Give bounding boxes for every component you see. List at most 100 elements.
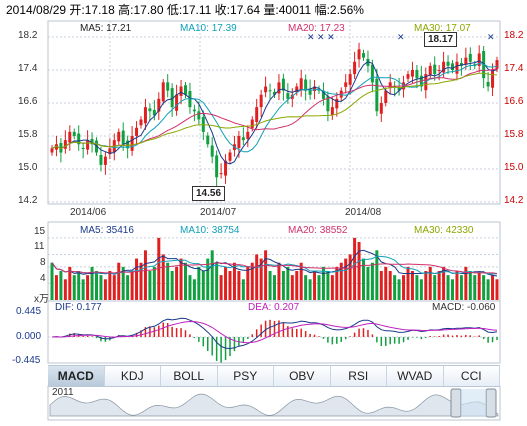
volume-bar (459, 275, 463, 300)
ma10-line (51, 62, 498, 153)
price-ytick-left: 18.2 (18, 30, 38, 41)
candle-body (228, 152, 232, 161)
vol-ytick: 8 (40, 257, 46, 268)
candle-body (224, 160, 228, 176)
vol-ma10-label: MA10: 38754 (180, 225, 240, 236)
tab-macd[interactable]: MACD (48, 366, 105, 386)
volume-bar (99, 275, 103, 300)
candle-body (166, 82, 170, 91)
volume-bar (428, 266, 432, 300)
candle-body (353, 61, 357, 75)
candle-body (308, 89, 312, 95)
candle-body (241, 137, 245, 141)
price-ytick-right: 18.2 (504, 30, 524, 41)
candle-body (99, 154, 103, 165)
volume-bar (228, 271, 232, 300)
volume-bar (161, 254, 165, 300)
candle-body (397, 87, 401, 91)
candle-body (277, 82, 281, 94)
volume-bar (103, 279, 107, 300)
candle-body (121, 130, 125, 145)
tab-psy[interactable]: PSY (218, 366, 274, 386)
volume-bar (410, 271, 414, 300)
volume-bar (353, 237, 357, 300)
tab-boll[interactable]: BOLL (161, 366, 218, 386)
volume-bar (264, 250, 268, 300)
candle-body (290, 94, 294, 99)
candle-body (152, 110, 156, 116)
volume-bar (379, 271, 383, 300)
candle-body (135, 127, 139, 136)
volume-bar (237, 271, 241, 300)
volume-bar (393, 275, 397, 300)
volume-bar (455, 271, 459, 300)
volume-bar (330, 275, 334, 300)
overview-year: 2011 (52, 387, 74, 398)
tab-cci[interactable]: CCI (444, 366, 500, 386)
price-ytick-left: 14.2 (18, 195, 38, 206)
volume-bar (206, 258, 210, 300)
candle-body (157, 98, 161, 112)
volume-bar (335, 266, 339, 300)
candle-body (451, 63, 454, 70)
volume-bar (259, 258, 263, 300)
volume-bar (197, 266, 201, 300)
price-ma30-label: MA30: 17.07 (414, 23, 471, 34)
volume-bar (491, 275, 495, 300)
close-label: 收: (214, 3, 231, 17)
candle-body (370, 64, 374, 83)
candle-body (437, 70, 441, 71)
change-value: 2.56% (329, 3, 364, 17)
volume-bar (486, 279, 490, 300)
candle-body (148, 108, 152, 112)
ma5-line (51, 60, 498, 165)
tab-wvad[interactable]: WVAD (387, 366, 444, 386)
volume-bar (366, 266, 370, 300)
macd-ytick: 0.445 (16, 306, 42, 317)
candle-body (68, 131, 72, 143)
tab-rsi[interactable]: RSI (331, 366, 387, 386)
candle-body (143, 107, 147, 124)
tab-obv[interactable]: OBV (274, 366, 331, 386)
volume-bar (135, 258, 139, 300)
high-label: 高: (118, 3, 134, 17)
volume-bar (406, 266, 410, 300)
candle-body (246, 131, 250, 139)
volume-bar (170, 271, 174, 300)
candle-body (286, 93, 290, 99)
volume-bar (299, 262, 303, 300)
ma30-line (51, 72, 498, 149)
volume-bar (108, 271, 112, 300)
candle-body (103, 156, 107, 165)
candle-body (455, 61, 459, 74)
overview-left-handle[interactable] (450, 388, 462, 418)
candle-body (77, 133, 81, 145)
candle-body (215, 155, 219, 178)
overview-sparkline (49, 393, 499, 417)
volume-bar (464, 266, 468, 300)
candle-body (375, 78, 379, 112)
overview-selection[interactable] (461, 389, 486, 417)
dif-label: DIF: 0.177 (55, 302, 102, 313)
volume-bar (255, 254, 259, 300)
volume-bar (175, 266, 179, 300)
candle-body (357, 49, 361, 60)
volume-bar (232, 262, 236, 300)
overview-right-handle[interactable] (485, 388, 497, 418)
volume-bar (415, 275, 419, 300)
date-tick: 2014/07 (200, 207, 237, 218)
volume-bar (219, 275, 223, 300)
candle-body (321, 90, 325, 99)
candle-body (161, 82, 165, 102)
dea-label: DEA: 0.207 (248, 302, 300, 313)
price-panel-frame (47, 20, 501, 205)
candle-body (362, 53, 365, 58)
macd-ytick: -0.445 (12, 355, 41, 366)
candle-body (108, 148, 112, 155)
candle-body (335, 98, 339, 109)
volume-bar (424, 271, 428, 300)
tab-kdj[interactable]: KDJ (105, 366, 161, 386)
change-label: 幅: (314, 3, 330, 17)
price-ytick-right: 17.4 (504, 63, 524, 74)
volume-bar (179, 258, 183, 300)
